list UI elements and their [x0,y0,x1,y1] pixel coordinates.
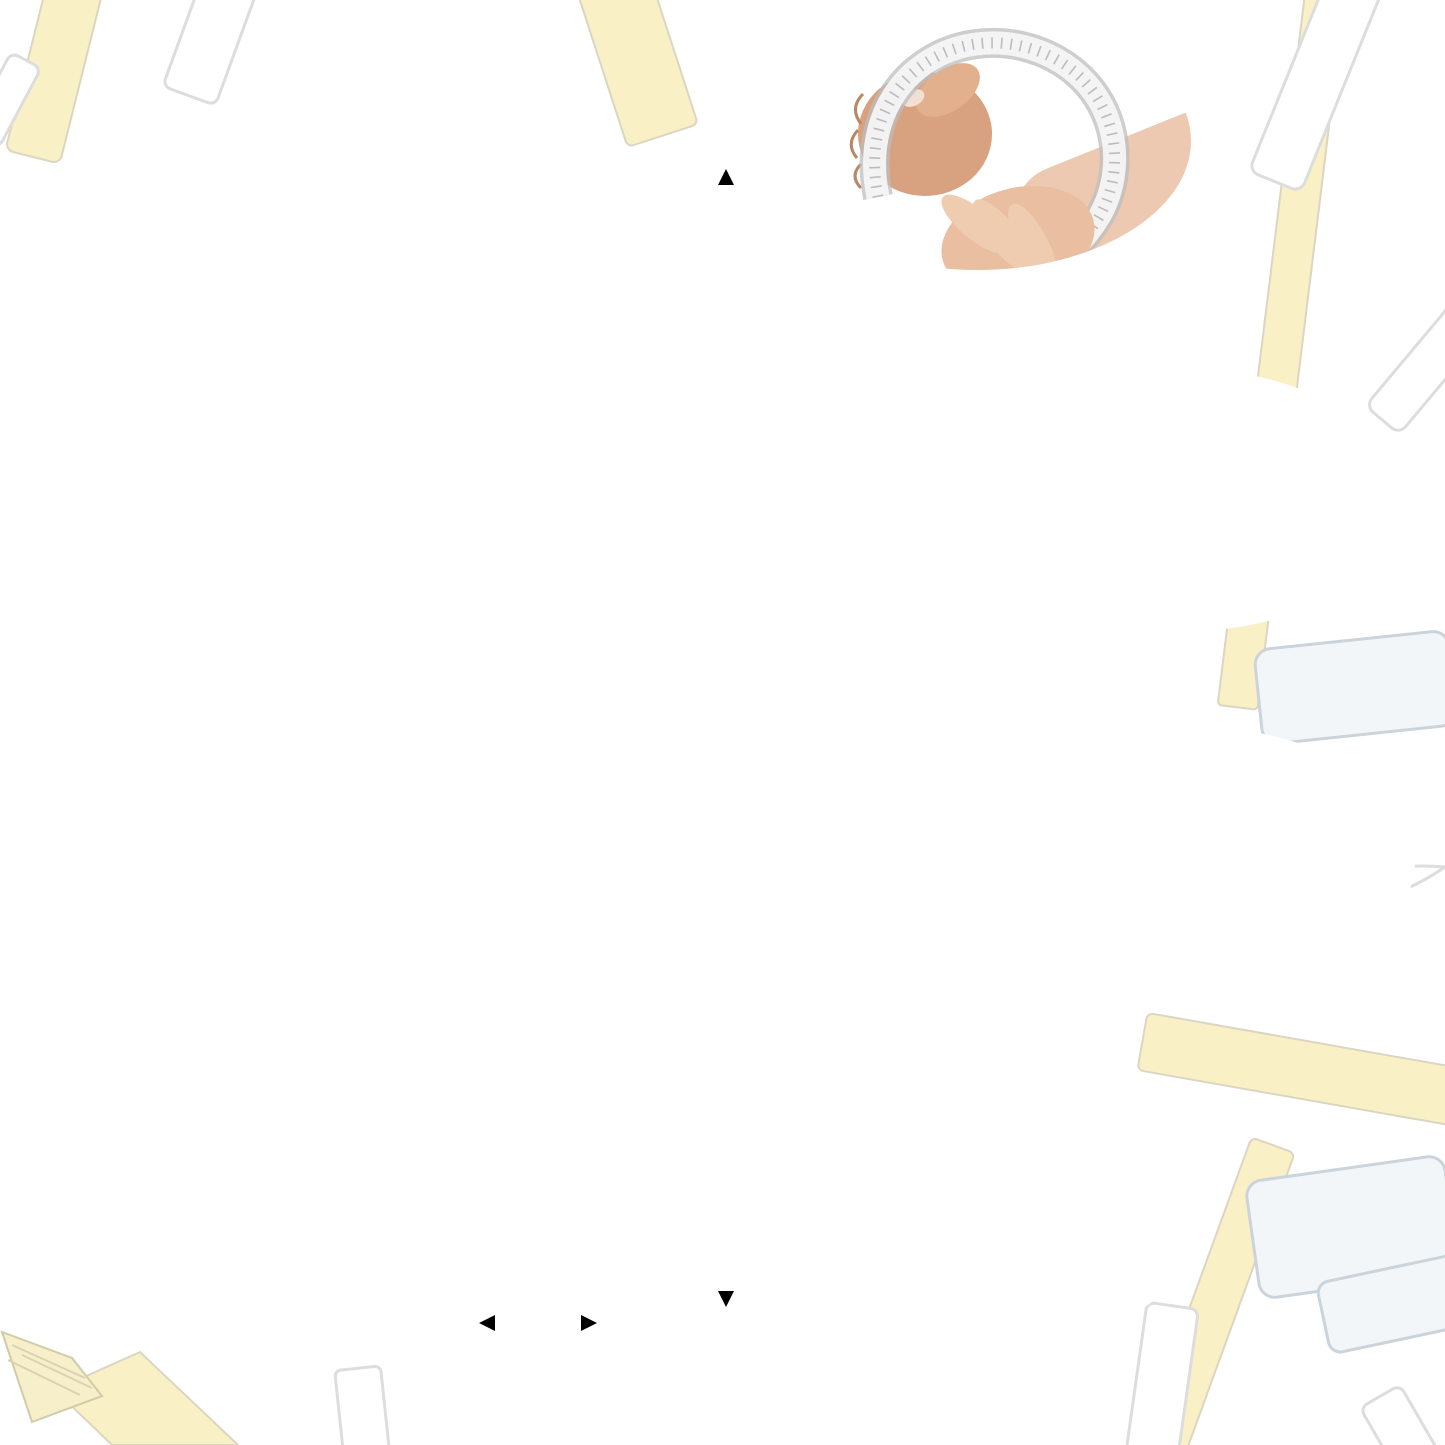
pen-icon [0,53,40,147]
brush-bristles-icon [0,1330,104,1424]
eraser-icon [1316,1254,1445,1354]
ruler-fragment [1120,1380,1240,1445]
callout-inch-cm-ellipse [973,369,1400,631]
pen-icon [1368,278,1445,432]
ruler-shape-icon [1137,1012,1445,1130]
ruler-scale-closeup [971,727,1415,995]
inch-cm-ruler-closeup [973,369,1400,631]
pencil-icon [572,0,698,147]
width-dimension-arrow [479,1315,597,1331]
fanned-rulers [761,1088,1199,1352]
eraser-icon [1253,630,1445,745]
pen-icon [163,0,263,105]
pencil-icon [6,0,110,163]
callout-fan-ellipse [761,1088,1199,1352]
callout-flexible-ellipse [763,12,1191,270]
brush-handle-icon [53,1350,240,1445]
pencil-outline-icon [1122,1301,1200,1445]
pencil-outline-icon [333,1364,393,1445]
pen-icon [1361,1386,1445,1445]
hands-bending-ruler-photo [849,28,1191,270]
callout-lightweight-ellipse [971,727,1415,995]
height-dimension-arrow [718,169,734,1307]
pen-icon [1250,0,1386,191]
